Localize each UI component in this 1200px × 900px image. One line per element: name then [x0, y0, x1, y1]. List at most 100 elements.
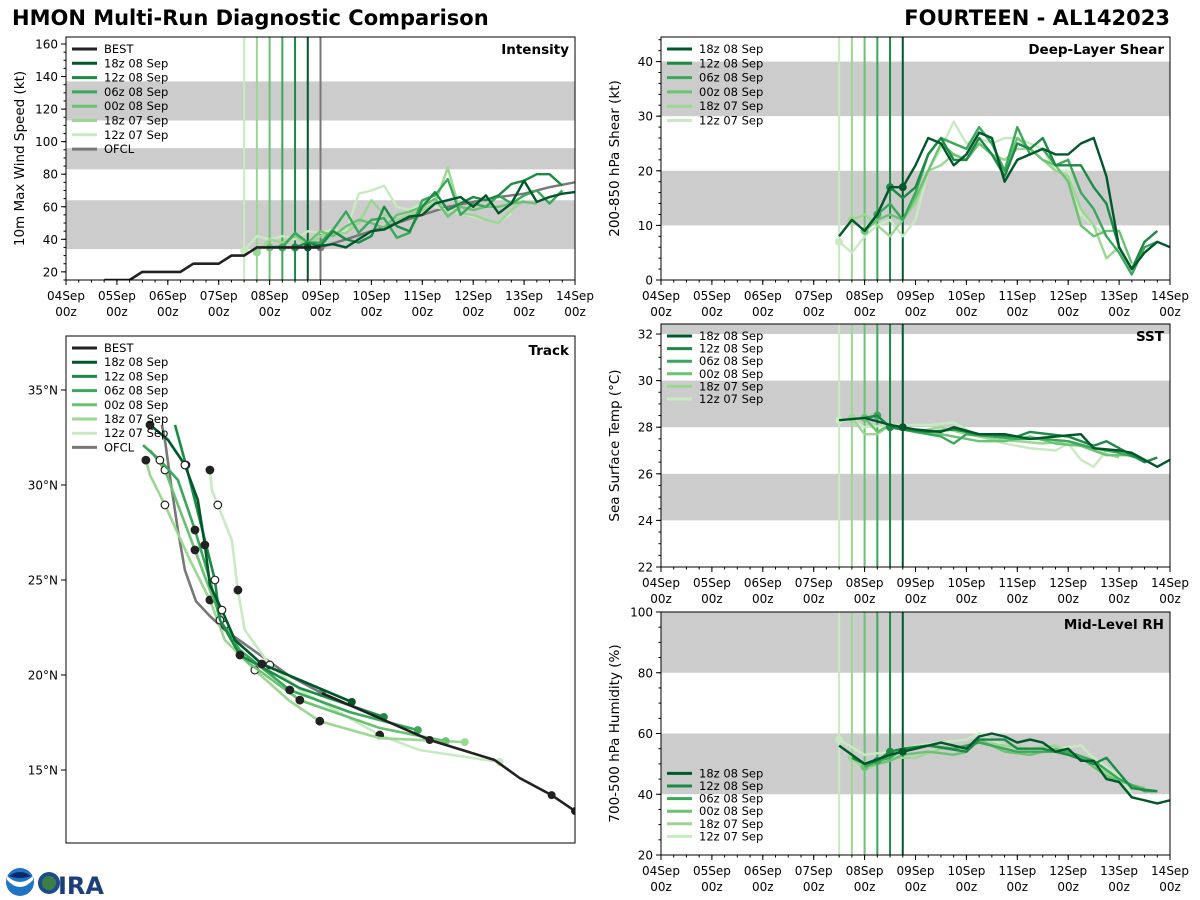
x-tick-label: 13Sep: [505, 289, 543, 303]
x-tick-sublabel: 00z: [956, 880, 978, 894]
x-tick-label: 09Sep: [302, 289, 340, 303]
legend-label: 06z 08 Sep: [699, 792, 763, 806]
x-tick-sublabel: 00z: [752, 880, 774, 894]
x-tick-label: 10Sep: [947, 576, 985, 590]
legend-label: 12z 08 Sep: [104, 71, 168, 85]
panel-title: Intensity: [501, 42, 569, 58]
shear-panel: 0 10 20 30 40 04Sep 00z 05Sep 00z 06Sep 00z 07Sep 00…: [607, 36, 1189, 319]
series-line-12z-08-Sep: [851, 738, 1158, 793]
x-tick-label: 06Sep: [744, 864, 782, 878]
figure-title: HMON Multi-Run Diagnostic Comparison: [12, 6, 489, 30]
init-marker: [252, 248, 261, 257]
x-tick-label: 11Sep: [998, 864, 1036, 878]
x-tick-sublabel: 00z: [259, 305, 281, 319]
series-line-18z-08-Sep: [838, 732, 1170, 805]
x-tick-sublabel: 00z: [701, 880, 723, 894]
track-position-marker: [160, 500, 170, 510]
x-tick-label: 05Sep: [98, 289, 136, 303]
x-tick-label: 10Sep: [947, 864, 985, 878]
y-tick-label: 0: [645, 274, 653, 288]
legend-label: 18z 08 Sep: [104, 56, 168, 70]
x-tick-sublabel: 00z: [701, 305, 723, 319]
shaded-band: [661, 61, 1170, 117]
track-line-18z-08-Sep: [149, 423, 353, 704]
init-marker: [898, 747, 907, 756]
track-init-marker: [571, 807, 575, 816]
x-tick-label: 08Sep: [846, 289, 884, 303]
x-tick-label: 07Sep: [795, 576, 833, 590]
legend-label: 00z 08 Sep: [104, 99, 168, 113]
y-tick-label: 28: [638, 421, 653, 435]
legend-label: 06z 08 Sep: [104, 384, 168, 398]
y-tick-label: 80: [638, 666, 653, 680]
x-tick-label: 14Sep: [1151, 576, 1189, 590]
y-tick-label: 32: [638, 328, 653, 342]
y-tick-label: 140: [35, 70, 58, 84]
legend-label: 12z 07 Sep: [699, 392, 763, 406]
legend-label: 12z 07 Sep: [104, 426, 168, 440]
x-tick-label: 14Sep: [1151, 289, 1189, 303]
track-position-marker: [315, 716, 325, 726]
series-line-06z-08-Sep: [281, 177, 564, 249]
track-position-marker: [213, 500, 223, 510]
track-position-marker: [285, 685, 295, 695]
track-position-marker: [235, 650, 245, 660]
y-tick-label: 30: [638, 374, 653, 388]
y-tick-label: 60: [43, 200, 58, 214]
plot-area: [661, 612, 1170, 855]
init-marker: [835, 735, 844, 744]
x-tick-label: 05Sep: [693, 576, 731, 590]
x-tick-label: 12Sep: [1049, 289, 1087, 303]
x-tick-sublabel: 00z: [310, 305, 332, 319]
x-tick-label: 04Sep: [642, 289, 680, 303]
y-tick-label: 20: [43, 265, 58, 279]
y-tick-label: 60: [638, 727, 653, 741]
x-tick-sublabel: 00z: [650, 305, 672, 319]
panel-title: Deep-Layer Shear: [1028, 42, 1164, 58]
x-tick-label: 13Sep: [1100, 864, 1138, 878]
legend-label: 18z 07 Sep: [699, 817, 763, 831]
init-marker: [898, 183, 907, 192]
y-tick-label: 160: [35, 37, 58, 51]
x-tick-sublabel: 00z: [956, 305, 978, 319]
y-axis-label: 10m Max Wind Speed (kt): [12, 71, 28, 246]
legend-label: 12z 08 Sep: [699, 56, 763, 70]
legend-label: OFCL: [104, 440, 135, 454]
x-tick-label: 13Sep: [1100, 576, 1138, 590]
x-tick-label: 11Sep: [998, 289, 1036, 303]
intensity-panel: 20 40 60 80 100 120 140 160 04Sep 00z 05Sep 00z 06Se…: [12, 36, 594, 319]
sst-panel: 22 24 26 28 30 32 04Sep 00z 05Sep 00z 06Sep 00z 07Se…: [607, 323, 1189, 606]
legend-label: 18z 08 Sep: [699, 766, 763, 780]
y-tick-label: 40: [43, 233, 58, 247]
shaded-band: [661, 473, 1170, 521]
noaa-cira-logo: IRA: [6, 868, 104, 898]
legend-label: 18z 08 Sep: [699, 42, 763, 56]
map-area: [141, 420, 575, 816]
x-tick-label: 05Sep: [693, 864, 731, 878]
lat-tick-label: 15°N: [28, 764, 58, 778]
x-tick-sublabel: 00z: [752, 305, 774, 319]
track-position-marker: [210, 575, 220, 585]
panel-title: SST: [1136, 329, 1165, 345]
x-tick-label: 08Sep: [846, 864, 884, 878]
x-tick-sublabel: 00z: [157, 305, 179, 319]
x-tick-label: 04Sep: [642, 864, 680, 878]
track-line-18z-07-Sep: [144, 459, 465, 744]
x-tick-sublabel: 00z: [803, 880, 825, 894]
y-tick-label: 80: [43, 168, 58, 182]
legend-label: BEST: [104, 42, 134, 56]
x-tick-sublabel: 00z: [1007, 880, 1029, 894]
series-line-18z-08-Sep: [838, 131, 1170, 271]
legend-label: 12z 08 Sep: [699, 342, 763, 356]
series-line-BEST: [104, 246, 321, 280]
plot-area: [66, 37, 575, 280]
legend-label: 18z 07 Sep: [104, 412, 168, 426]
x-tick-label: 12Sep: [1049, 576, 1087, 590]
series-line-06z-08-Sep: [863, 125, 1158, 276]
x-tick-label: 08Sep: [251, 289, 289, 303]
legend-label: 00z 08 Sep: [699, 367, 763, 381]
y-tick-label: 22: [638, 561, 653, 575]
y-tick-label: 26: [638, 467, 653, 481]
